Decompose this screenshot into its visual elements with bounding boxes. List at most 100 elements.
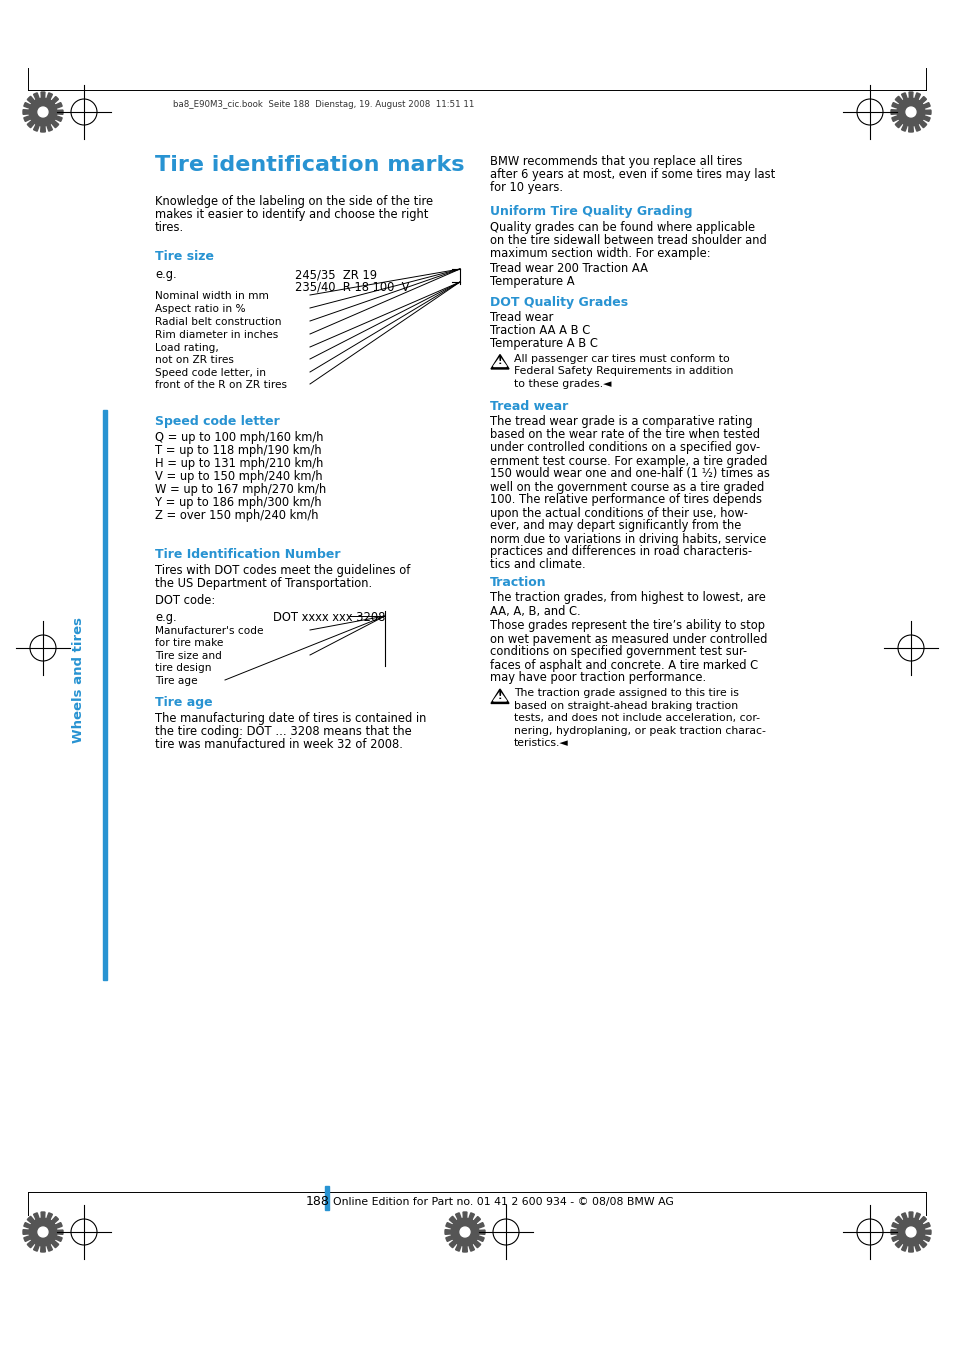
Text: DOT Quality Grades: DOT Quality Grades xyxy=(490,296,627,309)
Text: Tires with DOT codes meet the guidelines of: Tires with DOT codes meet the guidelines… xyxy=(154,564,410,576)
Text: well on the government course as a tire graded: well on the government course as a tire … xyxy=(490,481,763,494)
Polygon shape xyxy=(890,92,930,132)
Text: after 6 years at most, even if some tires may last: after 6 years at most, even if some tire… xyxy=(490,167,775,181)
Polygon shape xyxy=(444,1212,484,1251)
Text: Rim diameter in inches: Rim diameter in inches xyxy=(154,329,278,340)
Text: e.g.: e.g. xyxy=(154,269,176,281)
Text: The traction grades, from highest to lowest, are: The traction grades, from highest to low… xyxy=(490,591,765,605)
Text: Tread wear: Tread wear xyxy=(490,310,553,324)
Text: Tire Identification Number: Tire Identification Number xyxy=(154,548,340,562)
Text: Tire size and: Tire size and xyxy=(154,651,222,661)
Text: Manufacturer's code: Manufacturer's code xyxy=(154,626,263,636)
Text: norm due to variations in driving habits, service: norm due to variations in driving habits… xyxy=(490,532,765,545)
Text: under controlled conditions on a specified gov-: under controlled conditions on a specifi… xyxy=(490,441,760,455)
Text: Temperature A B C: Temperature A B C xyxy=(490,338,598,350)
Text: Speed code letter: Speed code letter xyxy=(154,414,279,428)
Text: front of the R on ZR tires: front of the R on ZR tires xyxy=(154,379,287,390)
Text: the tire coding: DOT … 3208 means that the: the tire coding: DOT … 3208 means that t… xyxy=(154,725,412,738)
Text: faces of asphalt and concrete. A tire marked C: faces of asphalt and concrete. A tire ma… xyxy=(490,659,758,671)
Text: Wheels and tires: Wheels and tires xyxy=(72,617,86,743)
Text: DOT xxxx xxx 3208: DOT xxxx xxx 3208 xyxy=(273,612,385,624)
Text: 235/40  R 18 100  V: 235/40 R 18 100 V xyxy=(294,281,409,294)
Text: Tread wear: Tread wear xyxy=(490,400,568,413)
Bar xyxy=(103,410,107,980)
Text: Y = up to 186 mph/300 km/h: Y = up to 186 mph/300 km/h xyxy=(154,495,321,509)
Text: based on the wear rate of the tire when tested: based on the wear rate of the tire when … xyxy=(490,428,760,441)
Text: Z = over 150 mph/240 km/h: Z = over 150 mph/240 km/h xyxy=(154,509,318,522)
Text: on wet pavement as measured under controlled: on wet pavement as measured under contro… xyxy=(490,633,766,645)
Text: teristics.◄: teristics.◄ xyxy=(514,738,568,748)
Polygon shape xyxy=(493,693,506,701)
Circle shape xyxy=(38,1227,48,1237)
Text: Tire identification marks: Tire identification marks xyxy=(154,155,464,176)
Text: Uniform Tire Quality Grading: Uniform Tire Quality Grading xyxy=(490,205,692,217)
Text: the US Department of Transportation.: the US Department of Transportation. xyxy=(154,576,372,590)
Text: Speed code letter, in: Speed code letter, in xyxy=(154,369,266,378)
Text: 150 would wear one and one-half (1 ½) times as: 150 would wear one and one-half (1 ½) ti… xyxy=(490,467,769,481)
Text: nering, hydroplaning, or peak traction charac-: nering, hydroplaning, or peak traction c… xyxy=(514,726,765,736)
Text: H = up to 131 mph/210 km/h: H = up to 131 mph/210 km/h xyxy=(154,458,323,470)
Text: 100. The relative performance of tires depends: 100. The relative performance of tires d… xyxy=(490,494,761,506)
Text: for 10 years.: for 10 years. xyxy=(490,181,562,194)
Text: !: ! xyxy=(497,691,501,701)
Text: Online Edition for Part no. 01 41 2 600 934 - © 08/08 BMW AG: Online Edition for Part no. 01 41 2 600 … xyxy=(333,1197,673,1207)
Text: The manufacturing date of tires is contained in: The manufacturing date of tires is conta… xyxy=(154,711,426,725)
Text: may have poor traction performance.: may have poor traction performance. xyxy=(490,671,705,684)
Text: practices and differences in road characteris-: practices and differences in road charac… xyxy=(490,545,751,559)
Circle shape xyxy=(905,1227,915,1237)
Text: Quality grades can be found where applicable: Quality grades can be found where applic… xyxy=(490,221,755,234)
Text: Temperature A: Temperature A xyxy=(490,275,574,288)
Polygon shape xyxy=(890,1212,930,1251)
Text: Federal Safety Requirements in addition: Federal Safety Requirements in addition xyxy=(514,366,733,377)
Polygon shape xyxy=(493,358,506,366)
Text: Nominal width in mm: Nominal width in mm xyxy=(154,292,269,301)
Text: AA, A, B, and C.: AA, A, B, and C. xyxy=(490,605,580,617)
Circle shape xyxy=(905,107,915,117)
Polygon shape xyxy=(23,92,63,132)
Text: tire design: tire design xyxy=(154,663,212,674)
Text: The traction grade assigned to this tire is: The traction grade assigned to this tire… xyxy=(514,688,739,698)
Text: T = up to 118 mph/190 km/h: T = up to 118 mph/190 km/h xyxy=(154,444,321,458)
Text: tests, and does not include acceleration, cor-: tests, and does not include acceleration… xyxy=(514,714,760,724)
Text: ernment test course. For example, a tire graded: ernment test course. For example, a tire… xyxy=(490,455,766,467)
Polygon shape xyxy=(23,1212,63,1251)
Text: BMW recommends that you replace all tires: BMW recommends that you replace all tire… xyxy=(490,155,741,167)
Text: Aspect ratio in %: Aspect ratio in % xyxy=(154,304,245,315)
Text: ever, and may depart significantly from the: ever, and may depart significantly from … xyxy=(490,520,740,532)
Text: based on straight-ahead braking traction: based on straight-ahead braking traction xyxy=(514,701,738,711)
Text: DOT code:: DOT code: xyxy=(154,594,215,608)
Text: e.g.: e.g. xyxy=(154,612,176,624)
Text: Traction AA A B C: Traction AA A B C xyxy=(490,324,590,338)
Polygon shape xyxy=(491,355,509,369)
Text: V = up to 150 mph/240 km/h: V = up to 150 mph/240 km/h xyxy=(154,470,322,483)
Text: !: ! xyxy=(497,356,501,366)
Text: All passenger car tires must conform to: All passenger car tires must conform to xyxy=(514,354,729,364)
Text: Load rating,: Load rating, xyxy=(154,343,218,352)
Text: conditions on specified government test sur-: conditions on specified government test … xyxy=(490,645,746,659)
Text: Tire age: Tire age xyxy=(154,697,213,709)
Text: Traction: Traction xyxy=(490,576,546,590)
Text: 245/35  ZR 19: 245/35 ZR 19 xyxy=(294,269,376,281)
Text: Radial belt construction: Radial belt construction xyxy=(154,317,281,327)
Text: Tire age: Tire age xyxy=(154,676,197,686)
Text: maximum section width. For example:: maximum section width. For example: xyxy=(490,247,710,261)
Text: tires.: tires. xyxy=(154,221,184,234)
Text: W = up to 167 mph/270 km/h: W = up to 167 mph/270 km/h xyxy=(154,483,326,495)
Text: Q = up to 100 mph/160 km/h: Q = up to 100 mph/160 km/h xyxy=(154,431,323,444)
Text: ba8_E90M3_cic.book  Seite 188  Dienstag, 19. August 2008  11:51 11: ba8_E90M3_cic.book Seite 188 Dienstag, 1… xyxy=(172,100,474,109)
Text: to these grades.◄: to these grades.◄ xyxy=(514,379,611,389)
Text: Tire size: Tire size xyxy=(154,250,213,263)
Bar xyxy=(325,1187,329,1210)
Polygon shape xyxy=(491,688,509,703)
Text: Those grades represent the tire’s ability to stop: Those grades represent the tire’s abilit… xyxy=(490,620,764,633)
Text: tics and climate.: tics and climate. xyxy=(490,559,585,571)
Text: makes it easier to identify and choose the right: makes it easier to identify and choose t… xyxy=(154,208,428,221)
Text: The tread wear grade is a comparative rating: The tread wear grade is a comparative ra… xyxy=(490,416,752,428)
Text: tire was manufactured in week 32 of 2008.: tire was manufactured in week 32 of 2008… xyxy=(154,738,402,751)
Text: on the tire sidewall between tread shoulder and: on the tire sidewall between tread shoul… xyxy=(490,234,766,247)
Circle shape xyxy=(38,107,48,117)
Text: Knowledge of the labeling on the side of the tire: Knowledge of the labeling on the side of… xyxy=(154,194,433,208)
Text: not on ZR tires: not on ZR tires xyxy=(154,355,233,364)
Circle shape xyxy=(459,1227,470,1237)
Text: 188: 188 xyxy=(306,1195,330,1208)
